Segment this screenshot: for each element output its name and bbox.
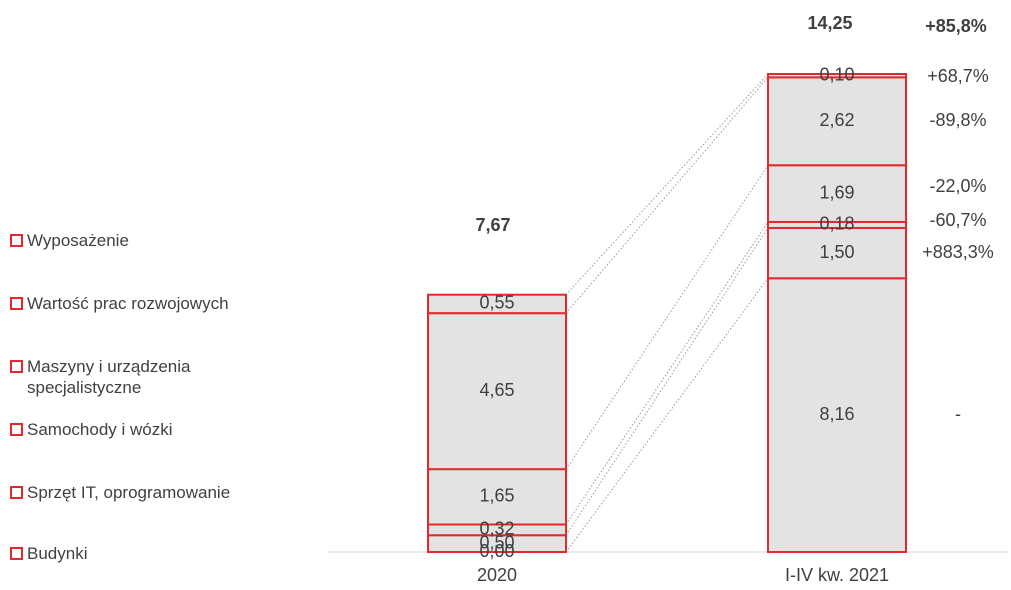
legend-item: Budynki: [10, 543, 87, 564]
total-change-label: +85,8%: [925, 16, 987, 36]
bar-segment: [767, 226, 907, 280]
connector-line: [565, 164, 769, 470]
legend-item: Sprzęt IT, oprogramowanie: [10, 482, 230, 503]
x-tick-label: 2020: [477, 565, 517, 585]
data-label: 2,62: [819, 110, 854, 130]
data-label: 1,69: [819, 182, 854, 202]
legend-label: Samochody i wózki: [27, 420, 173, 439]
change-label: +883,3%: [922, 242, 994, 262]
legend-swatch: [10, 547, 23, 560]
legend-label: Budynki: [27, 544, 88, 563]
legend-swatch: [10, 234, 23, 247]
data-label: 0,00: [479, 541, 514, 561]
bar-segment: [767, 76, 907, 167]
legend-label: Maszyny i urządzenia specjalistyczne: [27, 357, 191, 397]
data-label: 0,55: [479, 293, 514, 313]
legend-item: Maszyny i urządzenia specjalistyczne: [10, 356, 190, 398]
change-label: -89,8%: [929, 110, 986, 130]
data-label: 0,32: [479, 519, 514, 539]
change-label: -22,0%: [929, 176, 986, 196]
bar-segment: [427, 293, 567, 315]
legend-swatch: [10, 423, 23, 436]
data-label: 1,65: [479, 486, 514, 506]
bar-segment: [427, 312, 567, 471]
change-label: +68,7%: [927, 66, 989, 86]
connector-line: [565, 221, 769, 525]
data-label: 0,50: [479, 532, 514, 552]
legend-swatch: [10, 360, 23, 373]
legend-swatch: [10, 297, 23, 310]
bar-segment: [767, 277, 907, 553]
legend-item: Wyposażenie: [10, 230, 129, 251]
legend-swatch: [10, 486, 23, 499]
data-label: 0,10: [819, 64, 854, 84]
connector-line: [565, 277, 769, 553]
bar-segment: [427, 468, 567, 526]
data-label: 4,65: [479, 380, 514, 400]
change-label: -: [955, 404, 961, 424]
bar-segment: [767, 164, 907, 223]
legend-label: Wyposażenie: [27, 231, 129, 250]
total-label: 7,67: [475, 215, 510, 235]
connector-line: [565, 73, 769, 296]
legend-item: Wartość prac rozwojowych: [10, 293, 229, 314]
connector-line: [565, 77, 769, 314]
legend-item: Samochody i wózki: [10, 419, 173, 440]
x-tick-label: I-IV kw. 2021: [785, 565, 889, 585]
legend-label: Wartość prac rozwojowych: [27, 294, 229, 313]
data-label: 1,50: [819, 242, 854, 262]
total-label: 14,25: [807, 13, 852, 33]
bar-segment: [767, 73, 907, 79]
connector-line: [565, 227, 769, 536]
legend-label: Sprzęt IT, oprogramowanie: [27, 483, 231, 502]
data-label: 8,16: [819, 404, 854, 424]
data-label: 0,18: [819, 214, 854, 234]
change-label: -60,7%: [929, 210, 986, 230]
